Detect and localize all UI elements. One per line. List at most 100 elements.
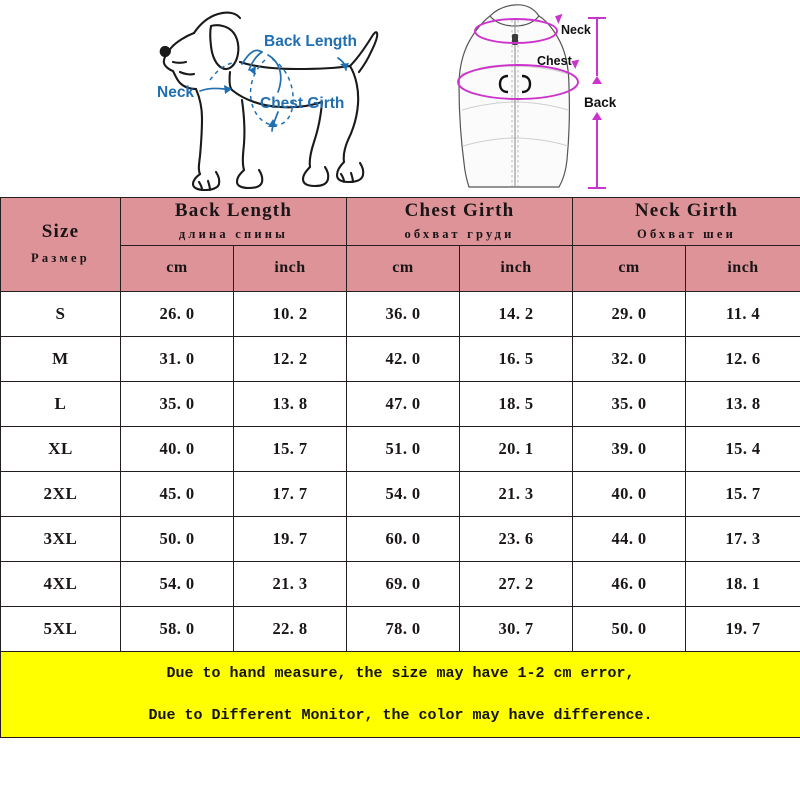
cell-chest-girth-cm: 47. 0 — [346, 380, 461, 427]
cell-back-length-inch: 21. 3 — [232, 560, 348, 607]
header-group-back-length-ru: длина спины — [178, 226, 289, 241]
cell-neck-girth-cm: 29. 0 — [572, 290, 687, 337]
coat-neck-label: Neck — [561, 23, 591, 37]
dog-chest-girth-label: Chest Girth — [260, 95, 344, 112]
header-group-neck-girth-ru: Обхват шеи — [637, 226, 737, 241]
cell-back-length-inch: 22. 8 — [232, 605, 348, 652]
disclaimer-line-2: Due to Different Monitor, the color may … — [148, 707, 653, 725]
cell-chest-girth-cm: 54. 0 — [346, 470, 461, 517]
header-unit-chest-girth-cm: cm — [346, 244, 461, 292]
cell-back-length-cm: 45. 0 — [120, 470, 234, 517]
table-row: 2XL 45. 0 17. 7 54. 0 21. 3 40. 0 15. 7 — [0, 470, 800, 517]
row-size-label: 2XL — [0, 470, 121, 517]
header-group-chest-girth-en: Chest Girth — [404, 200, 515, 221]
cell-chest-girth-cm: 51. 0 — [346, 425, 461, 472]
table-row: 3XL 50. 0 19. 7 60. 0 23. 6 44. 0 17. 3 — [0, 515, 800, 562]
header-group-neck-girth-en: Neck Girth — [634, 200, 739, 221]
cell-chest-girth-inch: 14. 2 — [459, 290, 574, 337]
cell-back-length-inch: 12. 2 — [232, 335, 348, 382]
disclaimer-line-1: Due to hand measure, the size may have 1… — [166, 664, 635, 682]
cell-back-length-cm: 50. 0 — [120, 515, 234, 562]
cell-neck-girth-inch: 15. 4 — [685, 425, 800, 472]
row-size-label: 4XL — [0, 560, 121, 607]
cell-neck-girth-cm: 35. 0 — [572, 380, 687, 427]
cell-back-length-cm: 58. 0 — [120, 605, 234, 652]
cell-neck-girth-inch: 19. 7 — [685, 605, 800, 652]
table-header: Size Размер Back Length длина спины Ches… — [0, 197, 800, 292]
header-group-back-length-en: Back Length — [174, 200, 293, 221]
cell-back-length-inch: 19. 7 — [232, 515, 348, 562]
dog-measurement-diagram: Back Length Neck Chest Girth — [132, 0, 382, 195]
coat-chest-label: Chest — [537, 54, 573, 68]
cell-back-length-inch: 17. 7 — [232, 470, 348, 517]
header-size-en: Size — [41, 221, 80, 243]
header-unit-neck-girth-cm: cm — [572, 244, 687, 292]
cell-chest-girth-cm: 42. 0 — [346, 335, 461, 382]
cell-back-length-cm: 35. 0 — [120, 380, 234, 427]
header-group-chest-girth: Chest Girth обхват груди — [346, 197, 574, 246]
cell-back-length-cm: 31. 0 — [120, 335, 234, 382]
cell-back-length-inch: 15. 7 — [232, 425, 348, 472]
cell-neck-girth-inch: 11. 4 — [685, 290, 800, 337]
cell-chest-girth-inch: 18. 5 — [459, 380, 574, 427]
row-size-label: 5XL — [0, 605, 121, 652]
table-row: M 31. 0 12. 2 42. 0 16. 5 32. 0 12. 6 — [0, 335, 800, 382]
header-group-chest-girth-ru: обхват груди — [404, 226, 515, 241]
cell-back-length-cm: 40. 0 — [120, 425, 234, 472]
disclaimer-row: Due to hand measure, the size may have 1… — [0, 650, 800, 738]
cell-neck-girth-inch: 13. 8 — [685, 380, 800, 427]
cell-neck-girth-inch: 17. 3 — [685, 515, 800, 562]
header-group-back-length: Back Length длина спины — [119, 197, 348, 246]
header-size-ru: Размер — [31, 250, 90, 265]
cell-neck-girth-cm: 44. 0 — [572, 515, 687, 562]
row-size-label: XL — [0, 425, 121, 472]
disclaimer-cell: Due to hand measure, the size may have 1… — [0, 650, 800, 738]
cell-chest-girth-cm: 36. 0 — [346, 290, 461, 337]
header-row-titles: Size Размер Back Length длина спины Ches… — [0, 197, 800, 292]
cell-neck-girth-inch: 18. 1 — [685, 560, 800, 607]
table-row: L 35. 0 13. 8 47. 0 18. 5 35. 0 13. 8 — [0, 380, 800, 427]
header-group-neck-girth: Neck Girth Обхват шеи — [572, 197, 800, 246]
table-row: 4XL 54. 0 21. 3 69. 0 27. 2 46. 0 18. 1 — [0, 560, 800, 607]
cell-back-length-inch: 13. 8 — [232, 380, 348, 427]
table-row: S 26. 0 10. 2 36. 0 14. 2 29. 0 11. 4 — [0, 290, 800, 337]
row-size-label: 3XL — [0, 515, 121, 562]
cell-chest-girth-inch: 27. 2 — [459, 560, 574, 607]
dog-coat-measurement-diagram: Neck Chest Back — [442, 0, 642, 195]
header-unit-neck-girth-inch: inch — [685, 244, 800, 292]
table-body: S 26. 0 10. 2 36. 0 14. 2 29. 0 11. 4 M … — [0, 290, 800, 738]
cell-chest-girth-inch: 20. 1 — [459, 425, 574, 472]
header-unit-back-length-cm: cm — [120, 244, 234, 292]
cell-chest-girth-cm: 69. 0 — [346, 560, 461, 607]
cell-chest-girth-inch: 23. 6 — [459, 515, 574, 562]
row-size-label: L — [0, 380, 121, 427]
size-chart-table: Size Размер Back Length длина спины Ches… — [0, 197, 800, 738]
coat-back-label: Back — [584, 95, 617, 110]
header-unit-chest-girth-inch: inch — [459, 244, 574, 292]
dog-back-length-label: Back Length — [264, 33, 357, 50]
dog-neck-label: Neck — [157, 84, 194, 101]
row-size-label: S — [0, 290, 121, 337]
cell-chest-girth-inch: 16. 5 — [459, 335, 574, 382]
cell-neck-girth-inch: 12. 6 — [685, 335, 800, 382]
cell-chest-girth-inch: 30. 7 — [459, 605, 574, 652]
cell-back-length-cm: 26. 0 — [120, 290, 234, 337]
header-row-units: cm inch cm inch cm inch — [1, 244, 800, 292]
table-row: XL 40. 0 15. 7 51. 0 20. 1 39. 0 15. 4 — [0, 425, 800, 472]
header-size-cell: Size Размер — [0, 197, 121, 292]
row-size-label: M — [0, 335, 121, 382]
cell-chest-girth-cm: 60. 0 — [346, 515, 461, 562]
cell-neck-girth-cm: 50. 0 — [572, 605, 687, 652]
table-row: 5XL 58. 0 22. 8 78. 0 30. 7 50. 0 19. 7 — [0, 605, 800, 652]
cell-back-length-inch: 10. 2 — [232, 290, 348, 337]
cell-chest-girth-cm: 78. 0 — [346, 605, 461, 652]
header-unit-back-length-inch: inch — [232, 244, 348, 292]
cell-neck-girth-inch: 15. 7 — [685, 470, 800, 517]
cell-neck-girth-cm: 40. 0 — [572, 470, 687, 517]
cell-neck-girth-cm: 39. 0 — [572, 425, 687, 472]
cell-back-length-cm: 54. 0 — [120, 560, 234, 607]
cell-chest-girth-inch: 21. 3 — [459, 470, 574, 517]
cell-neck-girth-cm: 46. 0 — [572, 560, 687, 607]
cell-neck-girth-cm: 32. 0 — [572, 335, 687, 382]
